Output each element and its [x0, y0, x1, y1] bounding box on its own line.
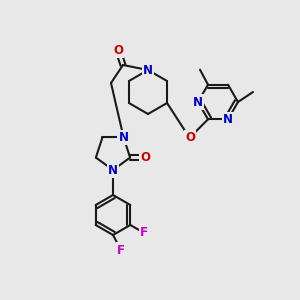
Text: F: F	[140, 226, 148, 239]
Text: O: O	[140, 151, 150, 164]
Text: N: N	[108, 164, 118, 176]
Text: O: O	[185, 131, 195, 144]
Text: N: N	[223, 113, 233, 126]
Text: N: N	[193, 95, 203, 109]
Text: O: O	[113, 44, 123, 56]
Text: N: N	[118, 131, 129, 144]
Text: N: N	[143, 64, 153, 76]
Text: F: F	[117, 244, 125, 256]
